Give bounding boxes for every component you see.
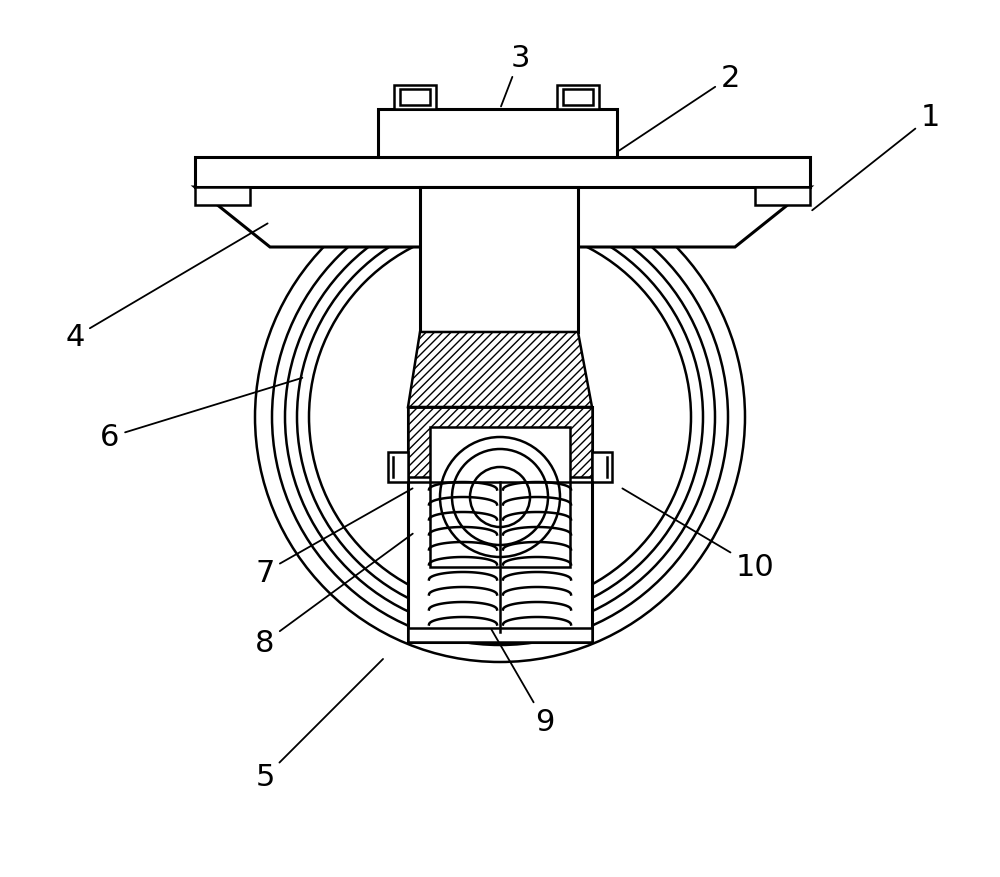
Text: 6: 6: [100, 378, 302, 452]
Bar: [557, 86, 599, 110]
Circle shape: [470, 467, 530, 527]
Text: 5: 5: [255, 660, 383, 792]
Text: 8: 8: [255, 534, 413, 657]
Bar: [408, 628, 592, 642]
Bar: [755, 188, 810, 206]
Bar: [408, 408, 592, 477]
Bar: [394, 86, 436, 110]
Text: 10: 10: [622, 488, 774, 581]
Polygon shape: [195, 188, 810, 247]
Circle shape: [440, 438, 560, 558]
Bar: [563, 90, 593, 106]
Polygon shape: [408, 332, 592, 408]
Bar: [388, 453, 408, 482]
Bar: [430, 427, 570, 567]
Text: 7: 7: [255, 488, 413, 587]
Text: 2: 2: [619, 63, 740, 152]
Bar: [420, 188, 578, 332]
Text: 1: 1: [812, 103, 940, 211]
Circle shape: [452, 450, 548, 545]
Bar: [378, 110, 617, 158]
Text: 3: 3: [501, 44, 530, 107]
Text: 9: 9: [491, 630, 555, 737]
Bar: [195, 158, 810, 188]
Bar: [195, 188, 250, 206]
Text: 4: 4: [65, 225, 268, 352]
Bar: [592, 453, 612, 482]
Bar: [408, 408, 592, 642]
Bar: [400, 90, 430, 106]
